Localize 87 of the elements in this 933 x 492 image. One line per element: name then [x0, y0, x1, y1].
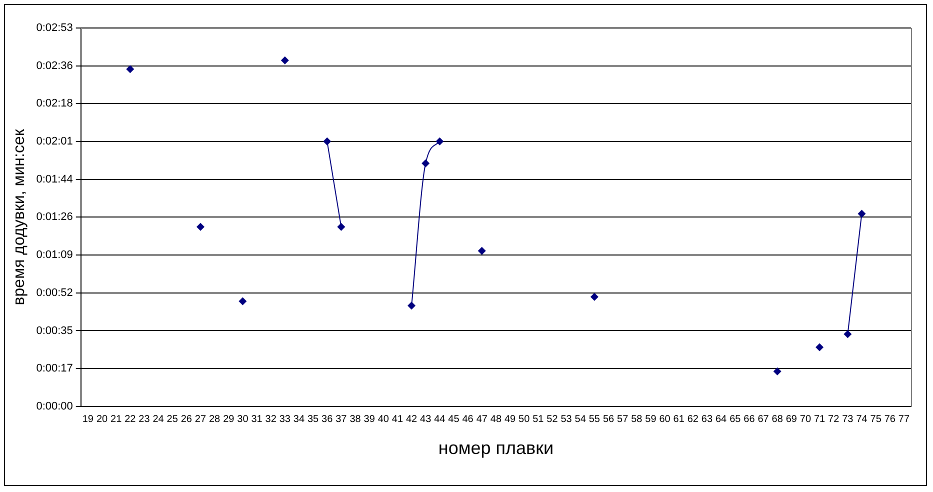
x-tick-label: 24: [152, 414, 164, 426]
point: [422, 159, 430, 168]
y-tick-label: 0:01:26: [36, 211, 73, 224]
x-tick-label: 45: [448, 414, 460, 426]
x-tick-label: 36: [322, 414, 334, 426]
x-tick-label: 48: [490, 414, 502, 426]
point: [238, 297, 247, 306]
x-tick-label: 69: [786, 414, 798, 426]
x-tick-label: 19: [82, 414, 94, 426]
x-tick-label: 51: [532, 414, 544, 426]
y-tick-label: 0:02:53: [36, 22, 73, 34]
x-tick-label: 57: [617, 414, 629, 426]
x-tick-label: 29: [223, 414, 235, 426]
x-tick-label: 39: [364, 414, 376, 426]
x-tick-label: 33: [279, 414, 291, 426]
x-tick-label: 61: [673, 414, 685, 426]
x-tick-label: 27: [194, 414, 206, 426]
x-tick-label: 59: [645, 414, 657, 426]
x-tick-label: 58: [631, 414, 643, 426]
x-tick-label: 75: [870, 414, 882, 426]
point: [280, 56, 289, 64]
y-tick-label: 0:00:00: [36, 400, 73, 412]
x-tick-label: 21: [110, 414, 122, 426]
x-tick-label: 49: [504, 414, 516, 426]
point: [323, 137, 332, 146]
x-tick-label: 28: [209, 414, 221, 426]
point: [816, 343, 824, 352]
x-tick-label: 35: [307, 414, 320, 426]
point: [126, 65, 134, 74]
point: [436, 137, 444, 146]
x-tick-label: 25: [166, 414, 178, 426]
x-tick-label: 72: [828, 414, 840, 426]
x-tick-label: 46: [462, 414, 474, 426]
y-tick-label: 0:02:01: [36, 136, 73, 148]
x-tick-label: 63: [701, 414, 713, 426]
x-tick-label: 64: [716, 414, 728, 426]
x-tick-label: 22: [124, 414, 136, 426]
y-tick-label: 0:00:52: [36, 286, 73, 299]
x-tick-label: 54: [574, 414, 586, 426]
x-tick-label: 70: [800, 414, 812, 426]
y-tick-label: 0:00:17: [36, 362, 73, 375]
x-tick-label: 60: [659, 414, 671, 426]
point: [844, 330, 852, 338]
x-tick-label: 66: [744, 414, 756, 426]
x-axis-title: номер плавки: [438, 438, 554, 458]
x-tick-label: 56: [602, 414, 615, 426]
point: [773, 367, 782, 376]
point: [858, 210, 866, 218]
point: [337, 222, 346, 231]
x-tick-label: 68: [772, 414, 784, 426]
x-tick-label: 34: [293, 414, 305, 426]
x-tick-label: 55: [588, 414, 600, 426]
x-tick-label: 20: [96, 414, 108, 426]
x-tick-label: 52: [546, 414, 558, 426]
x-tick-label: 23: [138, 414, 150, 426]
point: [478, 246, 486, 255]
x-tick-label: 43: [420, 414, 432, 426]
y-axis-title: время додувки, мин:сек: [11, 128, 28, 306]
x-tick-label: 40: [378, 414, 390, 426]
x-tick-label: 41: [392, 414, 404, 426]
x-tick-label: 76: [884, 414, 896, 426]
x-tick-label: 32: [265, 414, 277, 426]
point: [408, 302, 416, 310]
x-tick-label: 71: [814, 414, 826, 426]
x-tick-label: 30: [237, 414, 249, 426]
x-tick-label: 26: [180, 414, 192, 426]
x-tick-label: 50: [518, 414, 530, 426]
y-tick-label: 0:00:35: [36, 324, 73, 337]
x-tick-label: 74: [856, 414, 868, 426]
x-tick-label: 44: [434, 414, 446, 426]
x-tick-label: 73: [842, 414, 854, 426]
x-tick-label: 38: [350, 414, 362, 426]
y-tick-label: 0:02:36: [36, 60, 73, 72]
x-tick-label: 65: [730, 414, 742, 426]
x-tick-label: 53: [560, 414, 572, 426]
x-tick-label: 47: [476, 414, 488, 426]
x-tick-label: 31: [251, 414, 263, 426]
y-tick-label: 0:02:18: [36, 98, 73, 110]
point: [590, 292, 598, 301]
x-tick-label: 62: [687, 414, 699, 426]
x-tick-label: 67: [758, 414, 770, 426]
point: [196, 222, 204, 231]
x-tick-label: 77: [898, 414, 910, 426]
y-tick-label: 0:01:09: [36, 249, 73, 262]
x-tick-label: 37: [336, 414, 348, 426]
x-tick-label: 42: [406, 414, 418, 426]
y-tick-label: 0:01:44: [36, 173, 73, 186]
